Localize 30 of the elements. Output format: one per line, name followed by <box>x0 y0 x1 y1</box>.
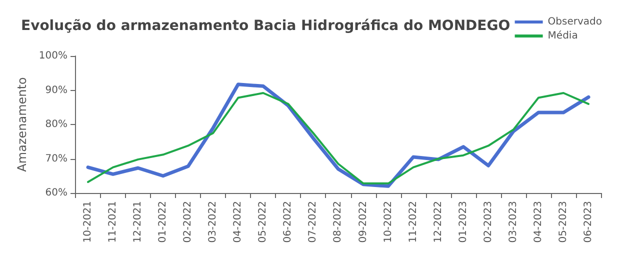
x-tick-label: 11-2021 <box>108 201 119 243</box>
x-tick-label: 02-2023 <box>482 201 494 243</box>
x-tick-label: 03-2023 <box>508 201 519 243</box>
x-tick-label: 08-2022 <box>332 201 344 243</box>
x-tick-label: 09-2022 <box>358 201 369 243</box>
y-tick-label: 70% <box>45 153 68 164</box>
x-tick-label: 10-2022 <box>382 201 394 243</box>
legend-label: Média <box>548 30 578 42</box>
legend-label: Observado <box>548 16 602 28</box>
x-tick-label: 04-2023 <box>532 201 544 243</box>
y-axis-title: Amazenamento <box>15 77 29 172</box>
x-tick-label: 06-2023 <box>582 201 594 243</box>
x-tick-label: 01-2023 <box>458 201 469 243</box>
x-tick-label: 10-2021 <box>82 201 94 243</box>
x-tick-label: 03-2022 <box>208 201 219 243</box>
y-tick-label: 100% <box>38 50 68 62</box>
x-tick-label: 05-2022 <box>258 201 269 243</box>
x-tick-label: 05-2023 <box>558 201 569 243</box>
x-tick-label: 02-2022 <box>182 201 194 243</box>
x-tick-label: 11-2022 <box>408 201 419 243</box>
x-tick-label: 06-2022 <box>282 201 294 243</box>
x-tick-label: 07-2022 <box>308 201 319 243</box>
y-tick-label: 80% <box>45 119 68 130</box>
x-tick-label: 12-2022 <box>432 201 444 243</box>
x-tick-label: 12-2021 <box>132 201 144 243</box>
chart-title: Evolução do armazenamento Bacia Hidrográfica do MONDEGO <box>21 18 510 34</box>
y-tick-label: 60% <box>45 188 68 198</box>
x-tick-label: 04-2022 <box>232 201 244 243</box>
x-tick-label: 01-2022 <box>158 201 169 243</box>
y-tick-label: 90% <box>45 84 68 96</box>
